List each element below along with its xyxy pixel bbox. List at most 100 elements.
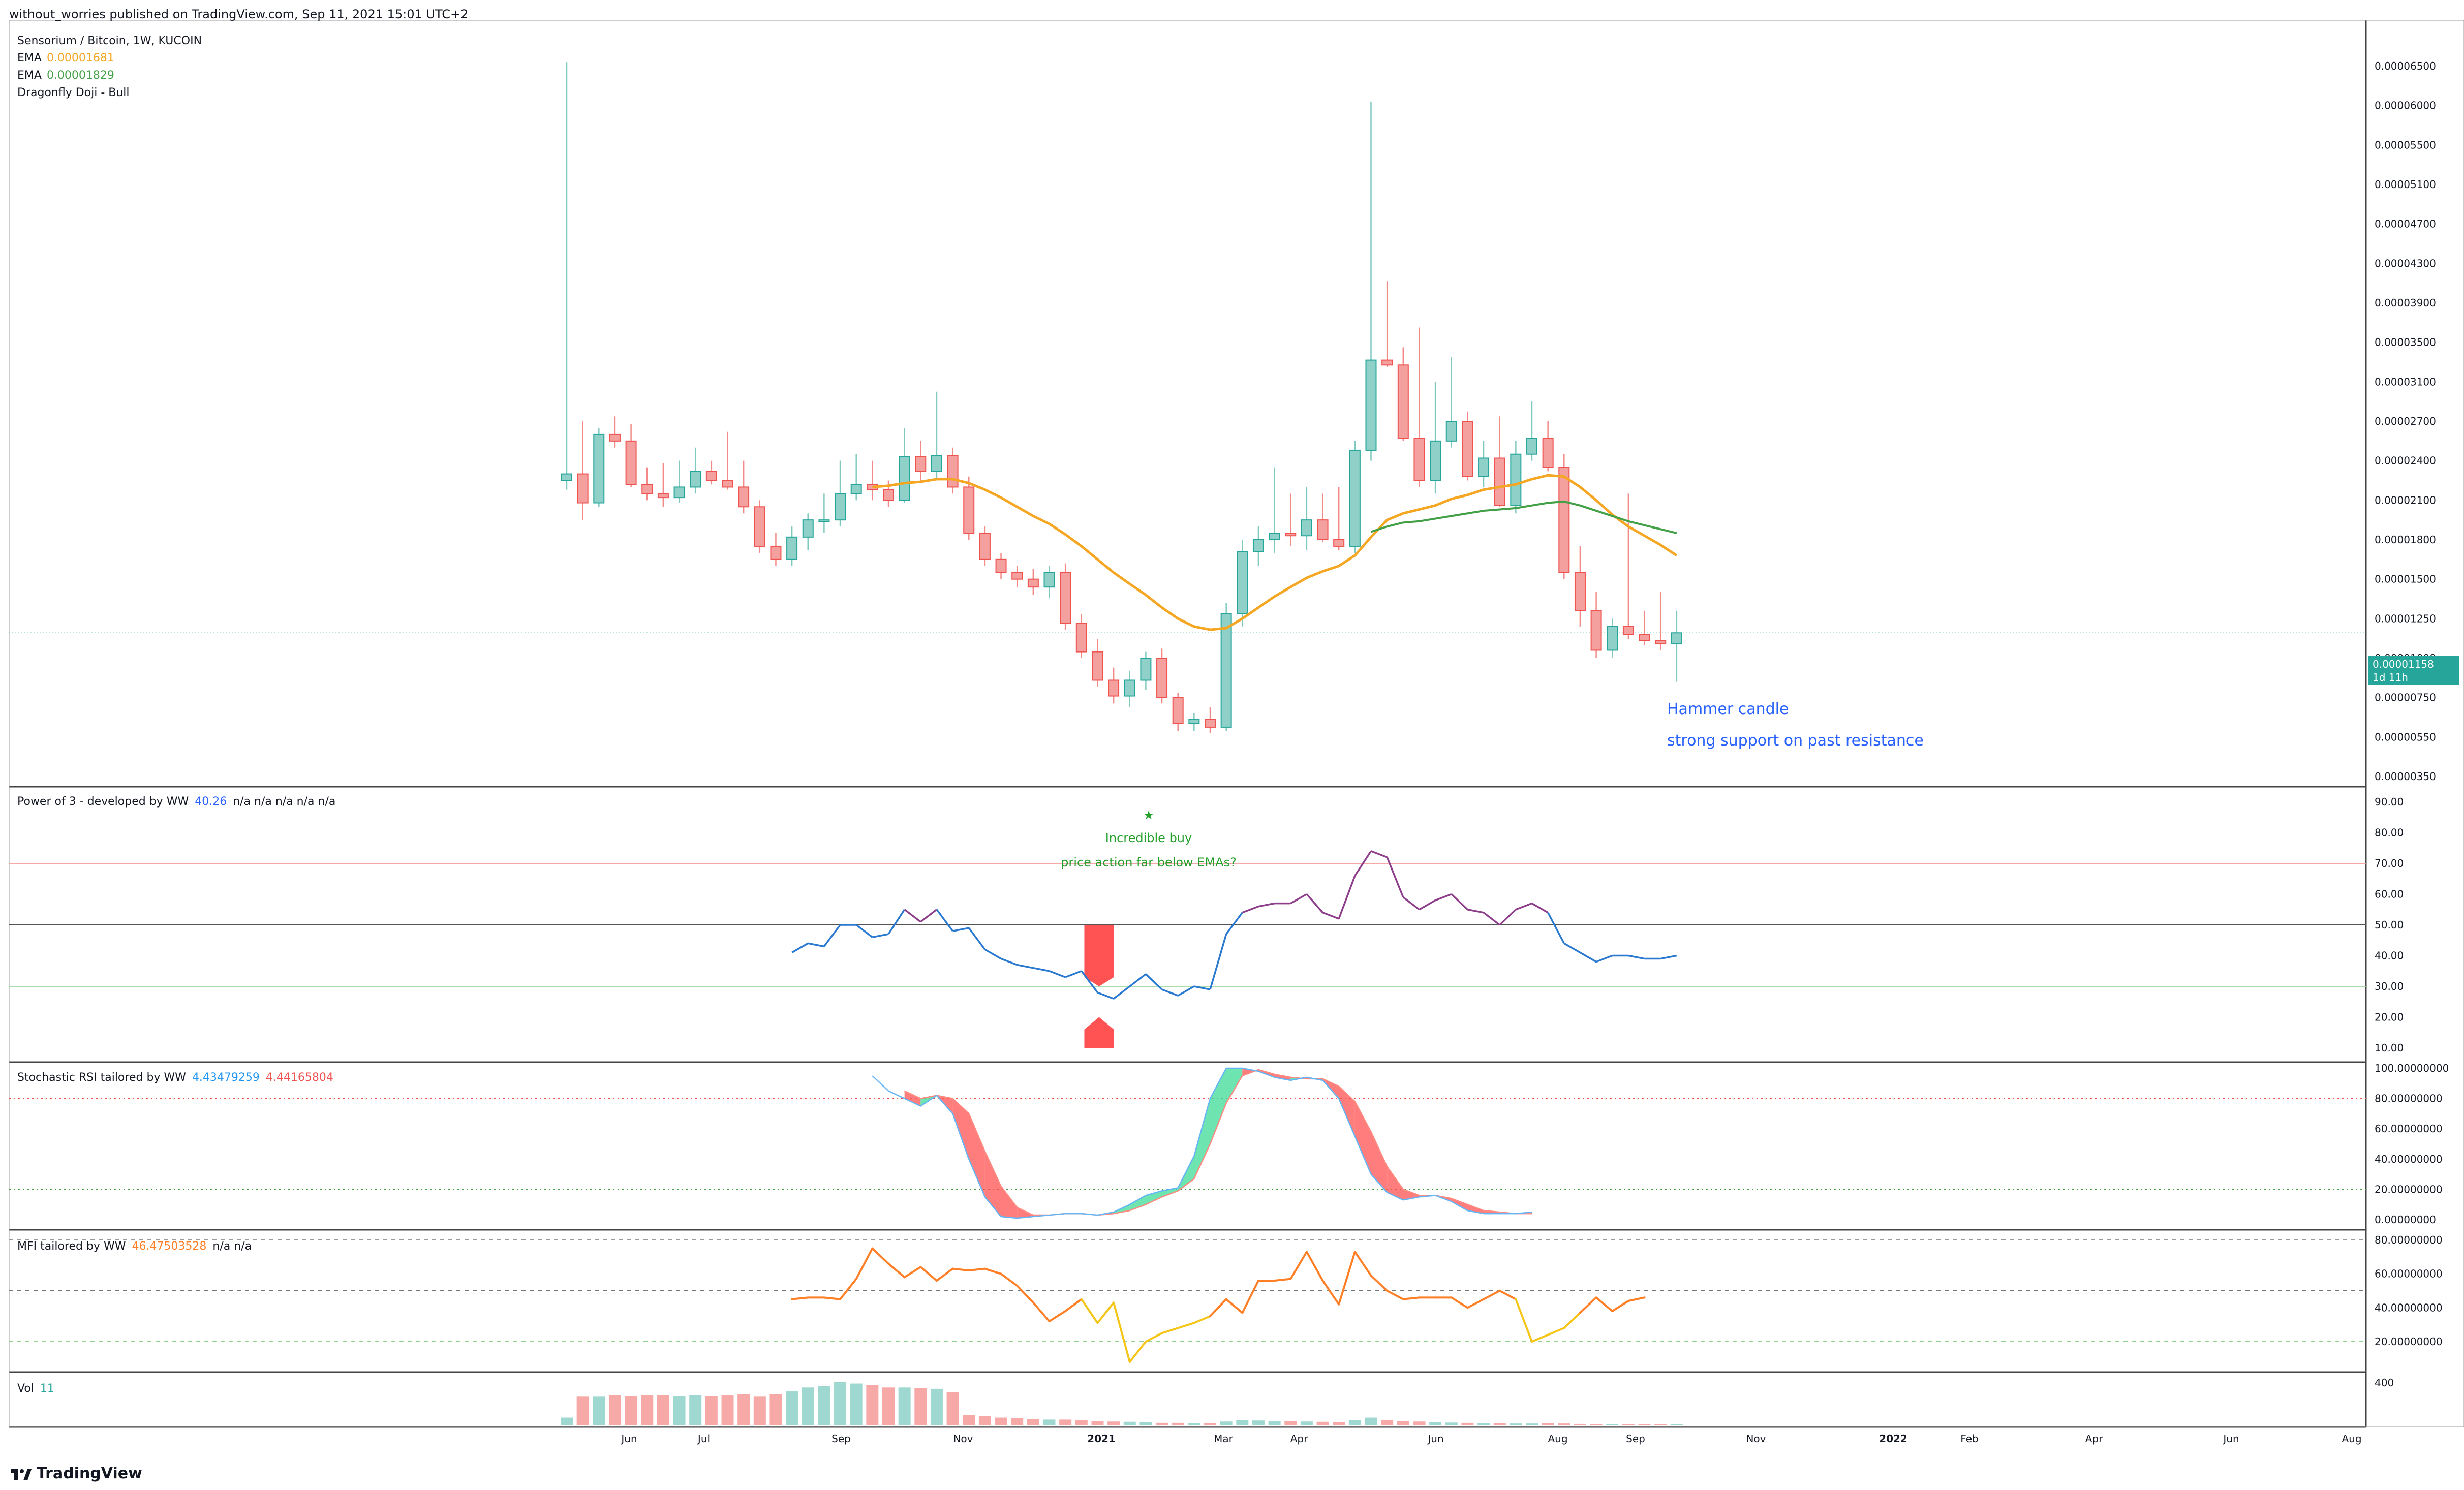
volume-bar bbox=[1477, 1423, 1490, 1425]
volume-bar bbox=[1606, 1424, 1619, 1425]
candle-body bbox=[1671, 632, 1682, 645]
mfi-line-segment bbox=[1016, 1285, 1034, 1304]
volume-bar bbox=[1526, 1423, 1538, 1425]
volume-bar bbox=[1268, 1420, 1281, 1425]
power3-line-segment bbox=[1049, 970, 1066, 978]
power3-line-segment bbox=[808, 942, 824, 948]
symbol-title: Sensorium / Bitcoin, 1W, KUCOIN bbox=[17, 35, 202, 47]
candle-body bbox=[1252, 539, 1264, 552]
candle-body bbox=[1413, 438, 1425, 481]
mfi-line-segment bbox=[1193, 1315, 1211, 1324]
volume-bar bbox=[1445, 1422, 1458, 1425]
time-axis-tick: 2022 bbox=[1879, 1433, 1907, 1445]
candle-body bbox=[1574, 572, 1586, 611]
tradingview-logo[interactable]: TradingView bbox=[11, 1465, 142, 1482]
power3-line-segment bbox=[1580, 951, 1597, 963]
mfi-line-segment bbox=[1096, 1301, 1115, 1324]
candle-body bbox=[1075, 623, 1087, 653]
power3-line-segment bbox=[1000, 957, 1018, 966]
power3-line-segment bbox=[1017, 964, 1034, 969]
volume-bar bbox=[914, 1388, 927, 1425]
volume-bar bbox=[1316, 1421, 1329, 1425]
candle-body bbox=[1607, 626, 1618, 651]
candle-body bbox=[1237, 551, 1248, 615]
volume-bar bbox=[850, 1383, 863, 1425]
power3-line-segment bbox=[1354, 850, 1372, 877]
price-axis-tick: 0.00001250 bbox=[2375, 612, 2436, 625]
mfi-line-segment bbox=[1113, 1301, 1131, 1363]
mfi-line-segment bbox=[1450, 1296, 1469, 1309]
stoch-fill bbox=[984, 1151, 1001, 1217]
power3-line-segment bbox=[952, 927, 969, 932]
time-axis-tick: Jun bbox=[2222, 1433, 2239, 1445]
volume-bar bbox=[930, 1388, 943, 1425]
candle-body bbox=[1381, 359, 1393, 366]
candle-body bbox=[1445, 421, 1457, 442]
stoch-fill bbox=[969, 1113, 985, 1197]
power3-axis-tick: 40.00 bbox=[2375, 950, 2404, 962]
stoch-axis-tick: 40.00000000 bbox=[2375, 1153, 2443, 1165]
stoch-axis-tick: 80.00000000 bbox=[2375, 1093, 2443, 1105]
candle-body bbox=[770, 545, 782, 560]
volume-bar bbox=[802, 1387, 814, 1425]
mfi-line-segment bbox=[823, 1296, 842, 1300]
power3-line-segment bbox=[1177, 985, 1195, 997]
power3-line-segment bbox=[1242, 906, 1259, 914]
candle-body bbox=[625, 440, 637, 485]
volume-bar bbox=[576, 1396, 589, 1425]
power3-axis-tick: 30.00 bbox=[2375, 980, 2404, 992]
mfi-line-segment bbox=[1531, 1333, 1549, 1343]
volume-bar bbox=[866, 1385, 879, 1425]
price-axis-tick: 0.00002100 bbox=[2375, 494, 2436, 506]
volume-bar bbox=[1461, 1422, 1474, 1425]
mfi-line-segment bbox=[983, 1267, 1002, 1275]
candle-body bbox=[609, 433, 621, 442]
mfi-line-segment bbox=[1579, 1296, 1597, 1314]
candle-body bbox=[1108, 679, 1120, 697]
power3-line-segment bbox=[1531, 903, 1549, 914]
candle-body bbox=[1430, 440, 1441, 481]
power3-line-segment bbox=[1338, 875, 1356, 919]
volume-bar bbox=[1123, 1421, 1136, 1425]
mfi-line-segment bbox=[1547, 1327, 1565, 1336]
power3-line-segment bbox=[920, 909, 938, 923]
candle-body bbox=[835, 493, 846, 521]
stoch-d-line bbox=[904, 1069, 1532, 1216]
power3-line-segment bbox=[904, 909, 921, 923]
mfi-line-segment bbox=[1209, 1298, 1227, 1317]
incredible-buy-note: Incredible buy bbox=[1105, 831, 1192, 845]
time-axis-tick: Feb bbox=[1960, 1433, 1978, 1445]
power3-line-segment bbox=[936, 909, 954, 932]
volume-bar bbox=[1638, 1424, 1651, 1425]
candle-body bbox=[561, 473, 572, 481]
price-axis-tick: 0.00006500 bbox=[2375, 60, 2436, 72]
mfi-line-segment bbox=[839, 1278, 857, 1300]
time-axis-tick: Nov bbox=[1746, 1433, 1766, 1445]
candle-body bbox=[705, 471, 717, 481]
volume-bar bbox=[978, 1416, 991, 1425]
volume-bar bbox=[1397, 1420, 1409, 1425]
price-axis-tick: 0.00004300 bbox=[2375, 257, 2436, 269]
candle-body bbox=[1156, 658, 1168, 698]
volume-bar bbox=[1558, 1423, 1570, 1425]
stoch-fill bbox=[1129, 1195, 1146, 1211]
candle-body bbox=[657, 493, 669, 499]
power3-line-segment bbox=[1419, 899, 1436, 911]
mfi-line-segment bbox=[1563, 1312, 1581, 1329]
candle-body bbox=[577, 473, 589, 504]
power3-line-segment bbox=[968, 927, 986, 950]
time-axis-tick: Apr bbox=[1290, 1433, 1308, 1445]
volume-bar bbox=[1236, 1420, 1249, 1425]
buy-star: ★ bbox=[1143, 808, 1154, 822]
price-axis-tick: 0.00003900 bbox=[2375, 297, 2436, 309]
candle-body bbox=[722, 480, 733, 488]
volume-bar bbox=[818, 1386, 830, 1425]
volume-bar bbox=[641, 1395, 654, 1425]
time-axis-tick: Sep bbox=[831, 1433, 851, 1445]
mfi-line-segment bbox=[1080, 1298, 1099, 1324]
power3-line-segment bbox=[1483, 912, 1500, 926]
volume-bar bbox=[1156, 1422, 1168, 1425]
stoch-fill bbox=[1339, 1086, 1355, 1137]
power3-line-segment bbox=[1402, 896, 1420, 911]
